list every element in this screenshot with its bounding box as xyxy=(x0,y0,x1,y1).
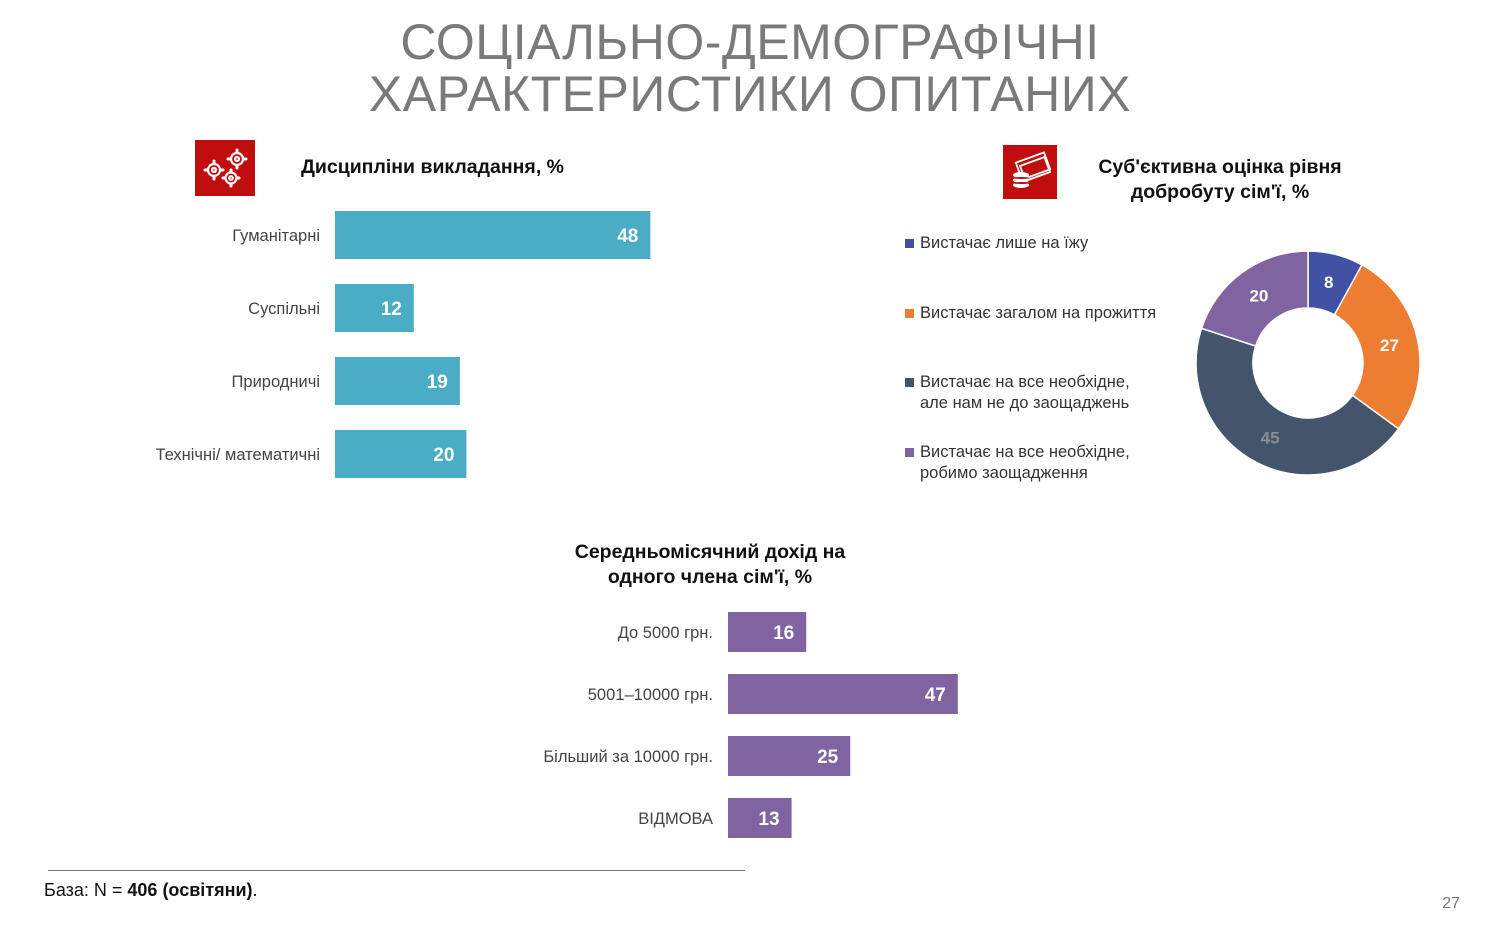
welfare-donut-chart: 8 27 45 20 xyxy=(1195,250,1421,476)
category-label: До 5000 грн. xyxy=(618,624,713,642)
footer-prefix: База: N = xyxy=(44,880,128,900)
bar xyxy=(335,430,467,478)
legend-label-line2: але нам не до заощаджень xyxy=(920,394,1130,412)
value-label: 25 xyxy=(817,747,839,768)
value-label: 48 xyxy=(617,226,638,247)
bar xyxy=(335,357,460,405)
legend-item: Вистачає лише на їжу xyxy=(905,233,1200,254)
legend-swatch xyxy=(905,239,914,248)
legend-item: Вистачає загалом на прожиття xyxy=(905,303,1200,324)
legend-label: Вистачає на все необхідне, xyxy=(920,373,1130,391)
bar xyxy=(335,211,651,259)
legend-item: Вистачає на все необхідне, але нам не до… xyxy=(905,372,1200,414)
value-label: 13 xyxy=(758,809,779,830)
donut-slice xyxy=(1195,327,1400,476)
value-label: 47 xyxy=(925,685,946,706)
welfare-title-line2: добробуту сім'ї, % xyxy=(1130,181,1310,203)
slide-title-line2: ХАРАКТЕРИСТИКИ ОПИТАНИХ xyxy=(368,66,1132,122)
category-label: Технічні/ математичні xyxy=(155,446,320,464)
income-title-line1: Середньомісячний дохід на xyxy=(574,541,846,563)
slice-value-label: 8 xyxy=(1324,273,1333,292)
footer-divider xyxy=(48,870,745,871)
legend-item: Вистачає на все необхідне, робимо заощад… xyxy=(905,442,1200,484)
income-chart: До 5000 грн. 16 5001–10000 грн. 47 Більший з… xyxy=(543,612,958,838)
value-label: 19 xyxy=(427,372,448,393)
footer-note: База: N = 406 (освітяни). xyxy=(44,880,258,901)
value-label: 16 xyxy=(773,623,794,644)
bar xyxy=(728,798,792,838)
bar xyxy=(728,736,851,776)
money-coins-icon xyxy=(1003,145,1057,199)
page-number: 27 xyxy=(1442,895,1460,912)
bar xyxy=(728,612,807,652)
value-label: 12 xyxy=(381,299,402,320)
footer-base: 406 (освітяни) xyxy=(127,880,253,900)
bar xyxy=(335,284,414,332)
legend-swatch xyxy=(905,448,914,457)
legend-label: Вистачає на все необхідне, xyxy=(920,443,1130,461)
disciplines-chart-title: Дисципліни викладання, % xyxy=(300,156,564,178)
slice-value-label: 20 xyxy=(1249,286,1268,305)
slide-title: СОЦІАЛЬНО-ДЕМОГРАФІЧНІ ХАРАКТЕРИСТИКИ ОП… xyxy=(0,16,1500,120)
disciplines-chart: Гуманітарні 48 Суспільні 12 Природничі 19 Техн… xyxy=(155,211,651,478)
gears-icon xyxy=(195,140,255,196)
legend-swatch xyxy=(905,378,914,387)
footer-suffix: . xyxy=(252,880,258,900)
legend-swatch xyxy=(905,309,914,318)
welfare-chart-title: Суб'єктивна оцінка рівня добробуту сім'ї… xyxy=(1065,155,1375,205)
welfare-title-line1: Суб'єктивна оцінка рівня xyxy=(1098,156,1342,178)
category-label: ВІДМОВА xyxy=(638,810,713,828)
income-title-line2: одного члена сім'ї, % xyxy=(607,566,813,588)
category-label: Більший за 10000 грн. xyxy=(543,748,713,766)
legend-label: Вистачає лише на їжу xyxy=(920,234,1089,252)
category-label: Гуманітарні xyxy=(232,227,320,245)
income-chart-title: Середньомісячний дохід на одного члена с… xyxy=(540,540,880,590)
value-label: 20 xyxy=(433,445,454,466)
category-label: Природничі xyxy=(232,373,320,391)
donut-slice xyxy=(1200,250,1309,347)
category-label: Суспільні xyxy=(248,300,320,318)
donut-slice xyxy=(1333,263,1421,430)
legend-label: Вистачає загалом на прожиття xyxy=(920,304,1157,322)
bar xyxy=(728,674,958,714)
slice-value-label: 45 xyxy=(1261,428,1280,447)
slice-value-label: 27 xyxy=(1380,336,1399,355)
legend-label-line2: робимо заощадження xyxy=(920,464,1088,482)
slide-title-line1: СОЦІАЛЬНО-ДЕМОГРАФІЧНІ xyxy=(400,14,1100,70)
category-label: 5001–10000 грн. xyxy=(588,686,713,704)
